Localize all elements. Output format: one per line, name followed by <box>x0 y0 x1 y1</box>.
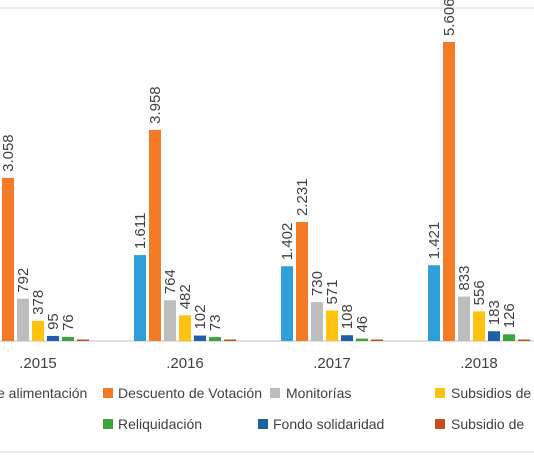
bar-2017-s1 <box>296 222 308 341</box>
value-label: 571 <box>324 280 341 305</box>
value-label: 46 <box>354 316 371 333</box>
category-label: .2018 <box>460 355 498 372</box>
bar-2018-s4 <box>488 331 500 341</box>
bar-2015-s1 <box>2 177 14 341</box>
legend: e alimentación Descuento de Votación Monit… <box>0 385 531 432</box>
legend-label: Monitorías <box>286 385 351 401</box>
legend-label: Descuento de Votación <box>118 385 262 401</box>
category-label: .2016 <box>166 355 204 372</box>
bar-2015-s6 <box>77 339 89 341</box>
value-label: 95 <box>45 313 62 330</box>
legend-swatch <box>435 388 445 398</box>
bar-2015-s4 <box>47 335 59 341</box>
bar-2016-s0 <box>134 255 146 341</box>
bar-2016-s2 <box>164 300 176 341</box>
bar-2016-s1 <box>149 129 161 341</box>
value-label: 73 <box>207 314 224 331</box>
bar-2017-s5 <box>356 338 368 341</box>
legend-label: Subsidio de <box>451 416 524 432</box>
category-label: .2015 <box>19 355 57 372</box>
legend-label: Subsidios de <box>451 385 531 401</box>
value-label: 1.611 <box>132 213 149 249</box>
category-label: .2017 <box>313 355 351 372</box>
value-label: 556 <box>471 280 488 305</box>
bar-2018-s2 <box>458 296 470 341</box>
legend-label: e alimentación <box>0 385 87 401</box>
bar-2017-s0 <box>281 266 293 341</box>
bar-2018-s6 <box>518 339 530 341</box>
value-label: 126 <box>501 303 518 328</box>
bars-layer <box>2 42 530 341</box>
bar-2017-s4 <box>341 335 353 341</box>
value-label: 1.421 <box>426 222 443 260</box>
bar-2017-s6 <box>371 339 383 341</box>
bar-2018-s5 <box>503 334 515 341</box>
value-label: 792 <box>15 268 32 293</box>
legend-label: Fondo solidaridad <box>273 416 384 432</box>
value-label: 76 <box>60 314 77 331</box>
bar-2015-s3 <box>32 320 44 341</box>
value-label: 730 <box>309 271 326 296</box>
value-label: 3.958 <box>147 86 164 124</box>
bar-2016-s3 <box>179 315 191 341</box>
bar-2018-s0 <box>428 265 440 341</box>
legend-swatch <box>103 419 113 429</box>
legend-swatch <box>103 388 113 398</box>
legend-label: Reliquidación <box>118 416 202 432</box>
bar-2015-s5 <box>62 336 74 341</box>
value-label: 764 <box>162 269 179 294</box>
category-labels-layer: .2015 .2016 .2017 .2018 <box>19 355 498 372</box>
value-label: 102 <box>192 305 209 330</box>
bar-2017-s2 <box>311 302 323 341</box>
bar-2015-s2 <box>17 298 29 341</box>
bar-2016-s6 <box>224 339 236 341</box>
value-label: 1.402 <box>279 223 296 261</box>
legend-swatch <box>270 388 280 398</box>
bar-2016-s5 <box>209 337 221 341</box>
bar-2018-s1 <box>443 42 455 341</box>
value-label: 378 <box>30 290 47 315</box>
bar-2016-s4 <box>194 335 206 341</box>
bar-2017-s3 <box>326 310 338 341</box>
legend-swatch <box>258 419 268 429</box>
value-label: 482 <box>177 284 194 309</box>
value-label: 183 <box>486 300 503 325</box>
value-label: 5.606 <box>441 0 458 36</box>
value-label: 2.231 <box>294 178 311 216</box>
value-label: 108 <box>339 304 356 329</box>
value-label: 3.058 <box>0 134 17 172</box>
bar-2018-s3 <box>473 311 485 341</box>
value-label: 833 <box>456 266 473 291</box>
legend-swatch <box>435 419 445 429</box>
